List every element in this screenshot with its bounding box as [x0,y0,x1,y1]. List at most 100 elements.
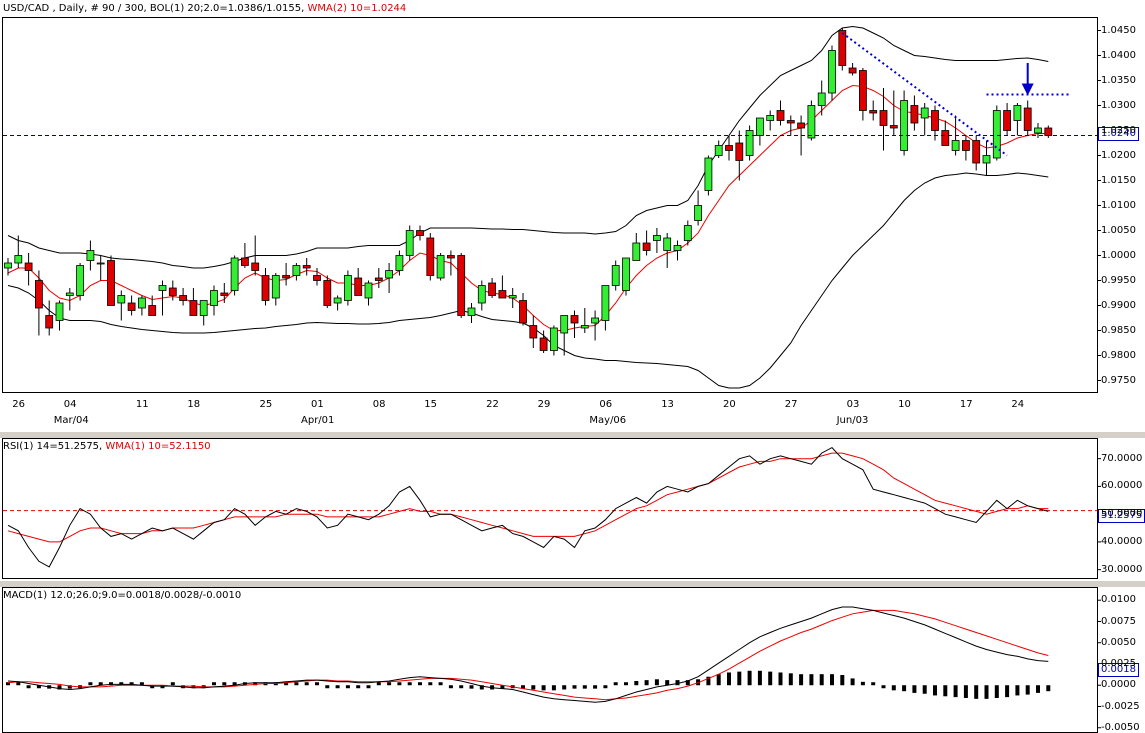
candle-up [436,255,445,279]
macd-histogram-bar [634,680,639,686]
macd-histogram-bar [294,682,299,686]
date-day-label: 06 [599,399,613,410]
macd-histogram-bar [953,685,958,698]
candle-up [580,325,589,329]
macd-histogram-bar [304,682,309,686]
candle-down [45,315,54,329]
date-month-label: Jun/03 [836,415,869,426]
rsi-tick-label: 60.0000 [1101,480,1143,492]
candle-down [776,110,785,121]
candle-up [653,235,661,241]
candle-down [220,292,229,296]
date-month-label: Mar/04 [53,415,89,426]
macd-histogram-bar [459,685,464,689]
macd-histogram-bar [768,671,773,686]
main-tick-label: 1.0250 [1101,124,1136,136]
macd-histogram-bar [850,678,855,686]
candle-up [405,230,414,256]
candle-down [498,290,507,299]
date-day-label: 17 [959,399,973,410]
macd-histogram-bar [57,685,62,690]
candle-up [55,302,64,321]
macd-histogram-bar [119,682,124,686]
macd-histogram-bar [160,685,165,689]
candle-up [117,295,126,304]
candle-up [694,205,702,221]
candle-down [189,300,198,316]
rsi-tick-label: 40.0000 [1101,535,1143,547]
date-day-label: 24 [1011,399,1025,410]
candle-down [962,140,970,151]
macd-histogram-bar [809,674,814,686]
candle-down [240,257,249,266]
wma-caption: WMA(2) 10=1.0244 [307,3,407,14]
main-tick-label: 0.9850 [1101,324,1136,336]
macd-histogram-bar [36,685,41,689]
rsi-tick-label: 30.0000 [1101,563,1143,575]
candle-down [1003,110,1011,131]
candle-up [14,255,23,264]
candle-down [35,280,43,309]
main-tick-label: 1.0050 [1101,224,1136,236]
macd-histogram-bar [531,685,536,690]
main-tick-label: 0.9800 [1101,349,1136,361]
macd-tick-label: 0.0050 [1101,636,1136,648]
candle-up [951,140,960,151]
candle-down [374,277,383,281]
date-day-label: 29 [537,399,551,410]
macd-histogram-bar [737,671,742,686]
candle-down [879,110,888,126]
pane-separator[interactable] [0,432,1145,438]
macd-histogram-bar [222,682,227,686]
macd-histogram-bar [830,674,834,686]
macd-histogram-bar [397,682,402,686]
macd-histogram-bar [881,685,886,689]
candle-up [622,257,630,291]
candle-down [313,275,321,281]
candle-up [199,300,208,316]
macd-histogram-bar [675,680,680,686]
candle-up [96,262,105,265]
macd-histogram-bar [572,685,577,689]
macd-histogram-bar [356,685,361,689]
pane-separator[interactable] [0,581,1145,587]
price-caption: USD/CAD , Daily, # 90 / 300, BOL(1) 20;2… [3,3,406,14]
candle-down [725,145,733,151]
macd-histogram-bar [335,685,340,689]
candle-down [261,275,270,301]
candle-down [931,110,939,131]
macd-histogram-bar [644,680,649,686]
macd-histogram-bar [387,682,392,686]
bollinger-upper-line [7,25,1049,269]
date-day-label: 13 [661,399,674,410]
macd-histogram-bar [747,670,752,686]
candle-down [786,120,795,124]
macd-histogram-bar [212,682,216,686]
date-day-label: 20 [723,399,736,410]
candle-up [137,297,146,309]
candle-up [333,297,342,304]
candle-down [1023,107,1032,131]
date-month-label: Apr/01 [301,415,335,426]
candle-down [323,280,332,306]
macd-tick-label: 0.0000 [1101,679,1136,691]
rsi-plot-frame [2,438,1098,579]
date-day-label: 18 [187,399,201,410]
macd-histogram-bar [253,682,258,686]
date-day-label: 15 [424,399,438,410]
macd-histogram-bar [284,682,289,686]
candle-down [179,295,188,301]
macd-tick-label: 0.0075 [1101,615,1136,627]
candle-up [704,157,713,191]
macd-histogram-bar [16,682,21,686]
main-tick-label: 0.9900 [1101,299,1136,311]
rsi-caption-main: RSI(1) 14=51.2575, [3,441,103,452]
macd-histogram-bar [6,682,10,686]
arrow-head-icon [1021,83,1034,96]
price-chart[interactable] [0,0,1145,435]
macd-histogram-bar [345,685,350,689]
candle-up [900,100,908,151]
macd-histogram-bar [912,685,917,693]
